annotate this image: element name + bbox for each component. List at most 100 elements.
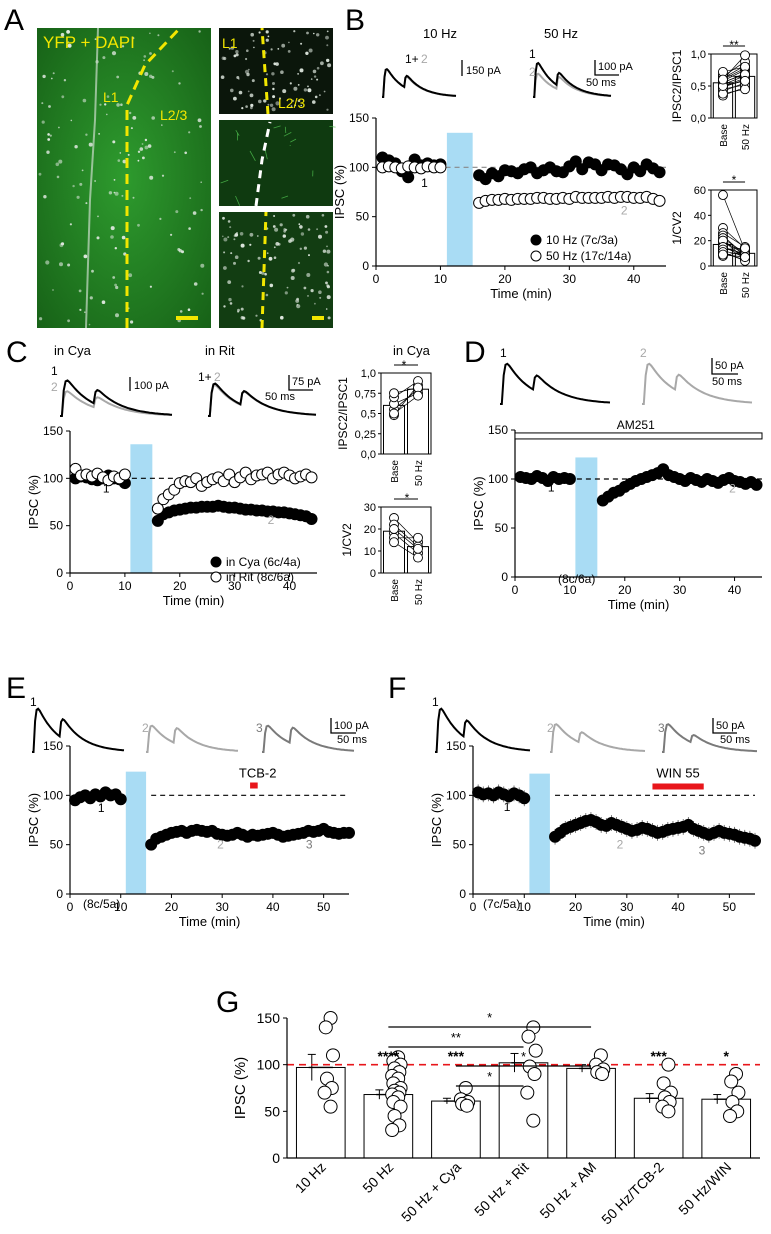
nucleus-dot: [84, 311, 86, 314]
nucleus-dot: [60, 242, 65, 246]
nucleus-dot: [159, 217, 162, 220]
nucleus-dot: [300, 104, 303, 107]
nucleus-dot: [238, 90, 243, 95]
x-tick-label: 20: [569, 900, 583, 914]
nucleus-dot: [265, 38, 269, 42]
pair-point: [413, 532, 423, 543]
nucleus-dot: [74, 145, 78, 149]
nucleus-dot: [258, 31, 261, 34]
summary-point: [385, 1123, 400, 1137]
x-tick-label: 10: [563, 583, 577, 597]
nucleus-dot: [307, 228, 311, 231]
nucleus-dot: [272, 225, 276, 228]
y-tick-label: 60: [694, 185, 706, 197]
panel-letter-f: F: [388, 672, 406, 705]
nucleus-dot: [297, 99, 301, 103]
nucleus-dot: [39, 317, 43, 321]
n-label-e: (8c/5a): [83, 897, 120, 911]
nucleus-dot: [67, 41, 70, 43]
panel-b-ratio-bars: 0,0 0,5 1,0 Base 50 Hz IPSC2/IPSC1: [670, 45, 758, 150]
nucleus-dot: [189, 197, 192, 200]
nucleus-dot: [179, 310, 183, 313]
annotation-1: 1: [98, 801, 105, 815]
summary-point: [661, 1104, 676, 1119]
nucleus-dot: [129, 111, 132, 115]
panel-a-images: YFP + DAPI L1 L2/3 L1 L2/3: [37, 26, 336, 329]
nucleus-dot: [313, 75, 317, 78]
n-label-f: (7c/5a): [483, 897, 520, 911]
trace-label-rit: in Rit: [205, 343, 235, 358]
trace-b-10hz-1: [382, 67, 457, 98]
nucleus-dot: [283, 228, 287, 231]
legend-label-cya: in Cya (6c/4a): [226, 555, 301, 569]
data-point: [569, 155, 582, 168]
summary-point: [325, 1048, 340, 1063]
x-tick-label: 30: [228, 579, 242, 593]
nucleus-dot: [278, 97, 282, 100]
nucleus-dot: [267, 103, 270, 106]
nucleus-dot: [241, 107, 244, 110]
nucleus-dot: [290, 105, 293, 107]
nucleus-dot: [106, 95, 110, 98]
nucleus-dot: [52, 289, 54, 291]
nucleus-dot: [299, 68, 304, 73]
panel-letter-d: D: [464, 336, 486, 369]
nucleus-dot: [144, 72, 149, 76]
x-axis-label: Time (min): [163, 593, 225, 608]
nucleus-dot: [310, 78, 313, 80]
y-tick-label: 150: [43, 739, 63, 753]
fiber-strand: [235, 129, 240, 136]
nucleus-dot: [229, 302, 233, 305]
category-label: 50 Hz + Cya: [398, 1159, 464, 1225]
drug-bar-win: [652, 783, 704, 790]
n-label-d: (8c/6a): [558, 572, 595, 586]
summary-point: [595, 1067, 610, 1081]
scalebar-d-50ms: 50 ms: [712, 376, 742, 388]
scalebar-d-lines: [711, 358, 738, 375]
scalebar-50ms: 50 ms: [586, 77, 616, 89]
y-tick-label: 150: [488, 423, 508, 437]
nucleus-dot: [237, 310, 240, 313]
trace-d-num-2: 2: [640, 346, 647, 360]
nucleus-dot: [257, 256, 261, 260]
inset-boundary-mid: [254, 121, 272, 207]
x-axis-label: Time (min): [608, 597, 670, 612]
nucleus-dot: [116, 103, 120, 107]
nucleus-dot: [41, 120, 45, 124]
nucleus-dot: [149, 175, 154, 180]
nucleus-dot: [47, 138, 51, 141]
nucleus-dot: [293, 86, 298, 91]
fiber-strand: [329, 126, 336, 128]
y-tick-label: 100: [488, 472, 508, 486]
nucleus-dot: [228, 47, 231, 50]
trace-c-num-2: 2: [51, 380, 58, 394]
nucleus-dot: [221, 56, 225, 60]
nucleus-dot: [297, 261, 301, 265]
nucleus-dot: [102, 56, 106, 60]
y-tick-label: 50: [264, 1103, 280, 1119]
fiber-strand: [290, 138, 297, 143]
annotation-1: 1: [548, 481, 555, 495]
y-axis-label: IPSC (%): [26, 475, 41, 529]
y-tick-label: 1,0: [691, 49, 706, 61]
trace-num-1plus: 1+: [405, 52, 419, 66]
x-tick-label: 50: [317, 900, 331, 914]
nucleus-dot: [151, 116, 155, 120]
nucleus-dot: [265, 293, 269, 297]
fiber-strand: [235, 195, 241, 206]
x-tick-label: Base: [390, 460, 401, 483]
nucleus-dot: [273, 246, 276, 249]
y-tick-label: 150: [349, 111, 369, 125]
y-axis-label: IPSC2/IPSC1: [336, 377, 350, 450]
nucleus-dot: [88, 142, 93, 147]
stim-window: [529, 773, 550, 894]
nucleus-dot: [120, 103, 123, 106]
nucleus-dot: [307, 85, 309, 88]
nucleus-dot: [250, 103, 254, 107]
nucleus-dot: [187, 308, 191, 312]
nucleus-dot: [201, 292, 204, 295]
nucleus-dot: [137, 223, 140, 227]
nucleus-dot: [45, 260, 50, 265]
nucleus-dot: [58, 126, 60, 129]
nucleus-dot: [130, 320, 134, 324]
